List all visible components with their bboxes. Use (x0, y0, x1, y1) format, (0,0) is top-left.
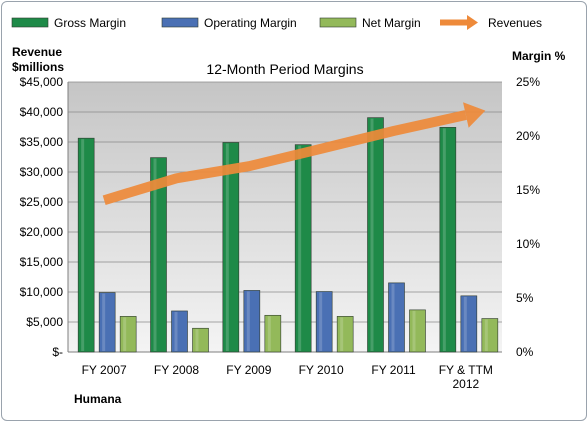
revenues-line-path (102, 110, 467, 206)
legend-label: Gross Margin (54, 16, 126, 30)
operating-margin-bar (315, 291, 333, 353)
bar-highlight (267, 316, 271, 351)
legend-arrow-icon (467, 15, 478, 30)
bar-highlight (484, 319, 488, 351)
x-tick-label: FY 2008 (154, 363, 199, 377)
left-tick-label: $5,000 (26, 315, 63, 329)
legend-label: Operating Margin (204, 16, 297, 30)
left-tick-label: $25,000 (20, 195, 64, 209)
net-margin-bar (409, 309, 426, 353)
company-label: Humana (74, 392, 122, 406)
right-tick-label: 25% (516, 75, 540, 89)
bar-highlight (123, 317, 127, 351)
right-tick-label: 15% (516, 183, 540, 197)
bar-highlight (319, 292, 323, 351)
legend-swatch-net-margin (319, 17, 357, 28)
net-margin-bar (481, 318, 499, 353)
right-tick-label: 5% (516, 291, 534, 305)
net-margin-bar (336, 316, 354, 353)
x-tick-label: FY 2009 (226, 363, 271, 377)
gross-margin-bar (77, 137, 95, 353)
left-tick-label: $15,000 (20, 255, 64, 269)
gross-margin-bar (439, 127, 457, 353)
right-tick-label: 20% (516, 129, 540, 143)
x-tick-label: FY & TTM (439, 363, 493, 377)
operating-margin-bar (460, 295, 478, 353)
operating-margin-bar (243, 290, 261, 353)
left-tick-label: $- (52, 345, 63, 359)
bar-highlight (195, 329, 199, 351)
x-tick-label: FY 2011 (371, 363, 416, 377)
net-margin-bar (264, 314, 282, 353)
gross-margin-bar (367, 117, 384, 353)
left-axis-label-units: $millions (12, 60, 64, 74)
operating-margin-bar (388, 282, 405, 353)
x-tick-label: FY 2007 (82, 363, 127, 377)
operating-margin-bar (171, 310, 188, 353)
bar-highlight (246, 291, 250, 351)
net-margin-bar (119, 316, 137, 353)
right-axis-label: Margin % (512, 49, 566, 63)
operating-margin-bar (98, 292, 116, 353)
gross-margin-bar (150, 157, 167, 353)
bar-highlight (225, 143, 229, 351)
legend-swatch-gross-margin (11, 17, 49, 28)
left-tick-label: $10,000 (20, 285, 64, 299)
net-margin-bar (192, 327, 209, 353)
bar-highlight (174, 311, 178, 351)
chart-title: 12-Month Period Margins (206, 61, 363, 77)
legend-label: Net Margin (362, 16, 421, 30)
right-axis: 0% 5% 10% 15% 20% 25% (516, 75, 540, 359)
bar-highlight (102, 293, 106, 351)
bar-highlight (340, 317, 344, 351)
bar-highlight (81, 139, 85, 351)
left-axis: $- $5,000 $10,000 $15,000 $20,000 $25,000 $30,… (20, 75, 64, 359)
x-axis: FY 2007 FY 2008 FY 2009 FY 2010 FY 2011 FY & … (82, 363, 493, 391)
bar-highlight (298, 145, 302, 351)
bar-highlight (442, 128, 446, 351)
gross-margin-bar (294, 144, 312, 353)
x-tick-label: 2012 (452, 377, 479, 391)
bars (77, 117, 499, 353)
bar-highlight (391, 283, 395, 351)
legend: Gross Margin Operating Margin Net Margin Re… (11, 15, 542, 30)
left-tick-label: $45,000 (20, 75, 64, 89)
revenues-arrowhead (463, 102, 486, 128)
bar-highlight (370, 118, 374, 351)
bar-highlight (153, 158, 157, 351)
left-tick-label: $30,000 (20, 165, 64, 179)
gross-margin-bar (222, 142, 240, 353)
revenues-line (102, 102, 486, 206)
bar-highlight (463, 296, 467, 351)
gridlines (67, 81, 502, 353)
left-axis-label: Revenue (12, 45, 62, 59)
right-tick-label: 0% (516, 345, 534, 359)
left-tick-label: $40,000 (20, 105, 64, 119)
legend-label: Revenues (488, 16, 542, 30)
x-tick-label: FY 2010 (299, 363, 344, 377)
left-tick-label: $20,000 (20, 225, 64, 239)
legend-swatch-operating-margin (161, 17, 199, 28)
left-tick-label: $35,000 (20, 135, 64, 149)
right-tick-label: 10% (516, 237, 540, 251)
bar-highlight (412, 310, 416, 351)
